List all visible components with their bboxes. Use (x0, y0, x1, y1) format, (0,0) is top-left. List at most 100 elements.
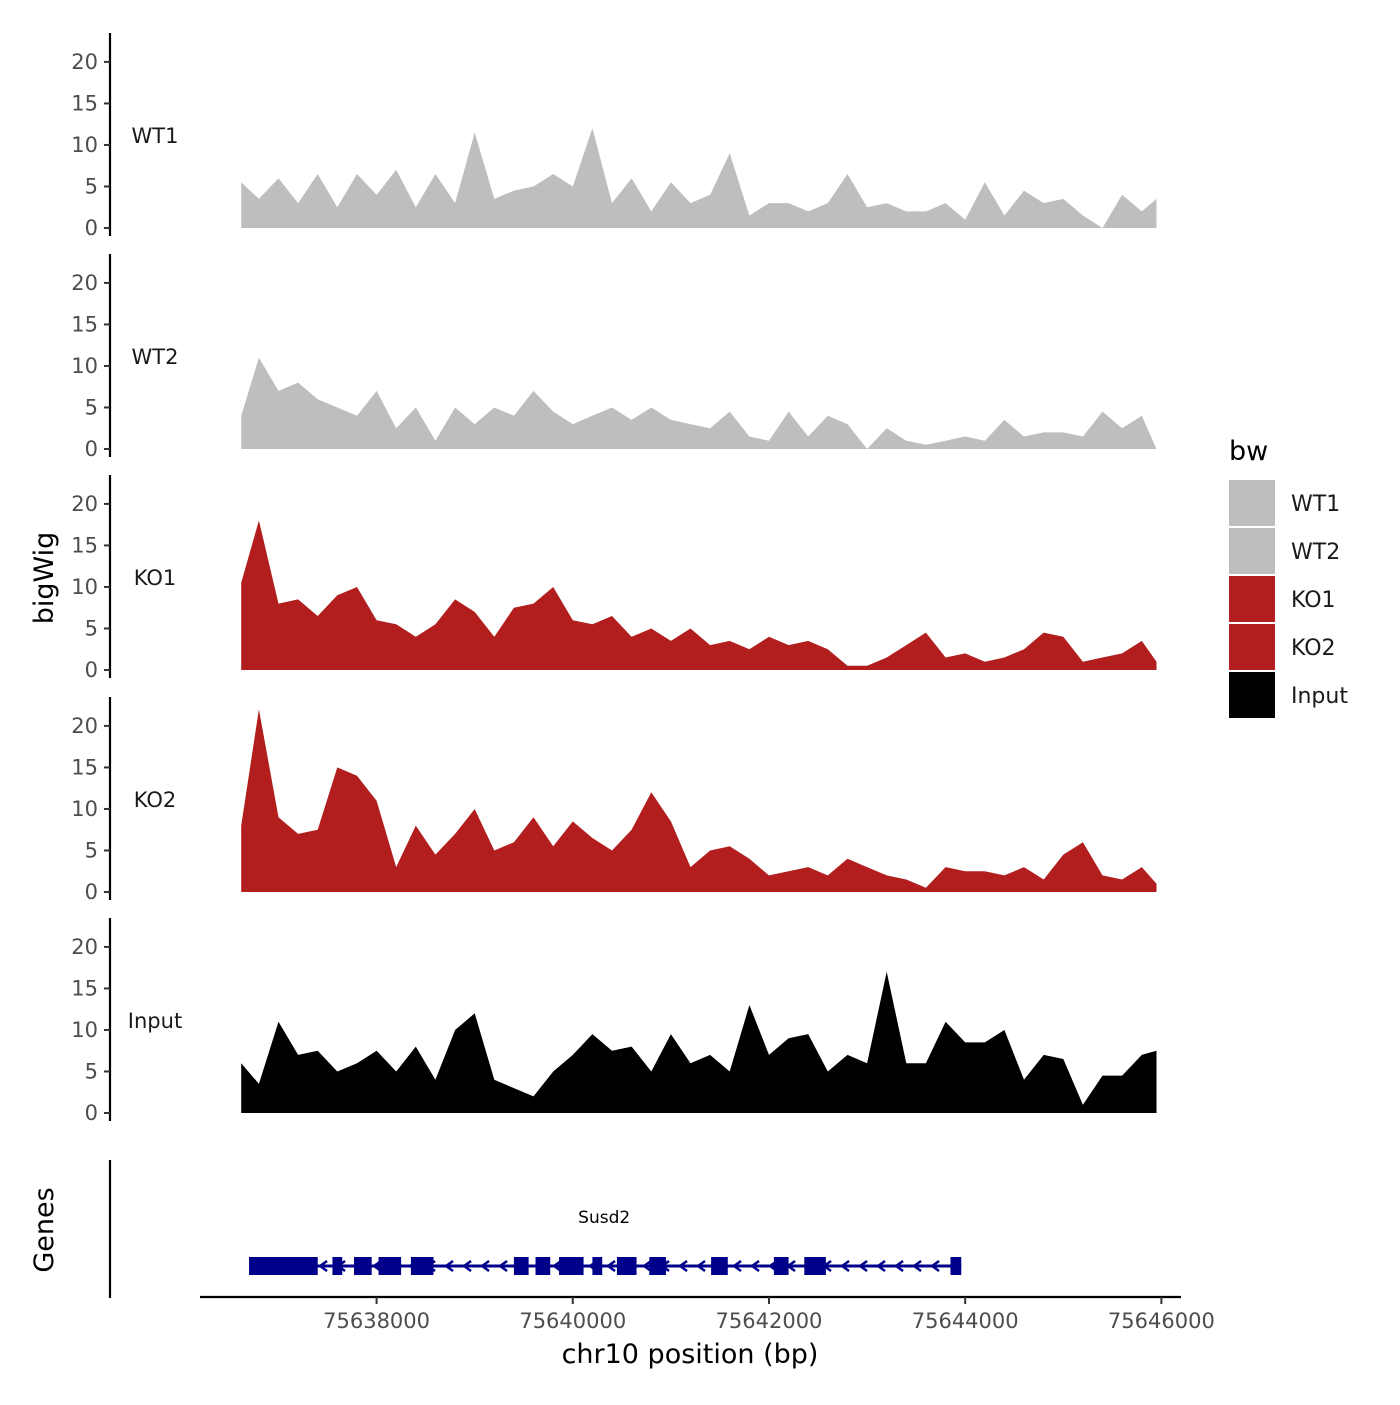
exon-5 (410, 1257, 434, 1275)
x-axis-title: chr10 position (bp) (562, 1339, 819, 1370)
y-tick-label-input-20: 20 (71, 935, 98, 959)
y-tick-label-ko2-15: 15 (71, 755, 98, 779)
y-tick-label-ko1-10: 10 (71, 575, 98, 599)
y-tick-label-wt1-0: 0 (85, 216, 98, 240)
track-ko1: 0 5 10 15 20 KO1 (71, 475, 1157, 682)
exon-2 (332, 1257, 343, 1275)
strand-arrow-24 (695, 1259, 706, 1273)
strand-arrow-16 (551, 1259, 562, 1273)
y-tick-label-wt2-15: 15 (71, 312, 98, 336)
strand-arrow-10 (443, 1259, 454, 1273)
track-label-ko2: KO2 (134, 788, 177, 812)
y-axis-title: bigWig (29, 532, 60, 625)
area-ko1 (241, 520, 1157, 670)
exon-13 (773, 1257, 789, 1275)
y-tick-label-wt1-10: 10 (71, 133, 98, 157)
y-tick-label-input-0: 0 (85, 1101, 98, 1125)
genes-group: Susd2 (108, 1160, 962, 1298)
exon-14 (804, 1257, 826, 1275)
strand-arrow-3 (317, 1259, 328, 1273)
legend-title: bw (1229, 436, 1268, 467)
y-tick-label-ko1-20: 20 (71, 492, 98, 516)
exon-7 (535, 1257, 551, 1275)
track-label-ko1: KO1 (134, 566, 177, 590)
strand-arrow-35 (893, 1259, 904, 1273)
legend-label-wt1: WT1 (1291, 492, 1340, 517)
strand-arrow-12 (479, 1259, 490, 1273)
gene-label-susd2: Susd2 (578, 1208, 630, 1228)
y-tick-label-ko2-10: 10 (71, 797, 98, 821)
legend-key-ko2 (1229, 624, 1275, 670)
strand-arrow-33 (857, 1259, 868, 1273)
exon-3 (354, 1257, 372, 1275)
exon-8 (559, 1257, 584, 1275)
strand-arrow-19 (605, 1259, 616, 1273)
x-tick-label-75638000: 75638000 (323, 1309, 430, 1333)
y-tick-label-ko1-5: 5 (85, 616, 98, 640)
strand-arrow-32 (839, 1259, 850, 1273)
legend-label-ko2: KO2 (1291, 636, 1336, 661)
exon-1 (249, 1257, 318, 1275)
exon-10 (616, 1257, 637, 1275)
x-tick-label-75640000: 75640000 (519, 1309, 626, 1333)
strand-arrow-13 (497, 1259, 508, 1273)
y-tick-label-input-5: 5 (85, 1059, 98, 1083)
tracks-group: 0 5 10 15 20 WT1 0 5 10 15 20 WT2 0 5 10 15 20 KO1 0 5 10 15 2… (71, 33, 1157, 1125)
y-tick-label-wt2-0: 0 (85, 437, 98, 461)
y-tick-label-ko2-0: 0 (85, 880, 98, 904)
x-tick-label-75642000: 75642000 (716, 1309, 823, 1333)
legend-key-wt2 (1229, 528, 1275, 574)
track-wt2: 0 5 10 15 20 WT2 (71, 254, 1157, 461)
legend: bw WT1 WT2 KO1 KO2 Input (1229, 436, 1348, 718)
strand-arrow-21 (641, 1259, 652, 1273)
y-tick-label-wt2-10: 10 (71, 354, 98, 378)
legend-label-ko1: KO1 (1291, 588, 1336, 613)
exon-11 (649, 1257, 666, 1275)
track-label-wt1: WT1 (132, 124, 179, 148)
strand-arrow-23 (677, 1259, 688, 1273)
strand-arrow-34 (875, 1259, 886, 1273)
exon-6 (513, 1257, 529, 1275)
legend-label-input: Input (1291, 684, 1348, 709)
strand-arrow-11 (461, 1259, 472, 1273)
y-tick-label-wt1-20: 20 (71, 50, 98, 74)
track-input: 0 5 10 15 20 Input (71, 918, 1157, 1125)
legend-key-input (1229, 672, 1275, 718)
strand-arrow-27 (749, 1259, 760, 1273)
exon-4 (378, 1257, 402, 1275)
area-input (241, 971, 1157, 1113)
legend-key-wt1 (1229, 480, 1275, 526)
area-wt1 (241, 128, 1157, 228)
y-tick-label-input-10: 10 (71, 1018, 98, 1042)
strand-arrow-26 (731, 1259, 742, 1273)
genes-axis-title: Genes (29, 1187, 60, 1272)
legend-key-ko1 (1229, 576, 1275, 622)
track-label-wt2: WT2 (132, 345, 179, 369)
y-tick-label-wt2-20: 20 (71, 271, 98, 295)
exon-12 (711, 1257, 728, 1275)
y-tick-label-ko1-0: 0 (85, 658, 98, 682)
y-tick-label-input-15: 15 (71, 976, 98, 1000)
y-tick-label-ko2-20: 20 (71, 714, 98, 738)
x-axis: 75638000 75640000 75642000 75644000 75646000 (200, 1295, 1215, 1333)
exon-15 (950, 1257, 962, 1275)
x-tick-label-75644000: 75644000 (912, 1309, 1019, 1333)
track-label-input: Input (128, 1009, 182, 1033)
strand-arrow-37 (929, 1259, 940, 1273)
y-tick-label-ko1-15: 15 (71, 533, 98, 557)
track-wt1: 0 5 10 15 20 WT1 (71, 33, 1157, 240)
gene-susd2: Susd2 (249, 1208, 962, 1275)
track-ko2: 0 5 10 15 20 KO2 (71, 697, 1157, 904)
y-tick-label-wt1-5: 5 (85, 174, 98, 198)
y-tick-label-ko2-5: 5 (85, 838, 98, 862)
y-tick-label-wt1-15: 15 (71, 91, 98, 115)
area-wt2 (241, 357, 1157, 449)
exon-9 (592, 1257, 603, 1275)
legend-label-wt2: WT2 (1291, 540, 1340, 565)
y-tick-label-wt2-5: 5 (85, 395, 98, 419)
x-tick-label-75646000: 75646000 (1108, 1309, 1215, 1333)
strand-arrow-36 (911, 1259, 922, 1273)
area-ko2 (241, 709, 1157, 892)
